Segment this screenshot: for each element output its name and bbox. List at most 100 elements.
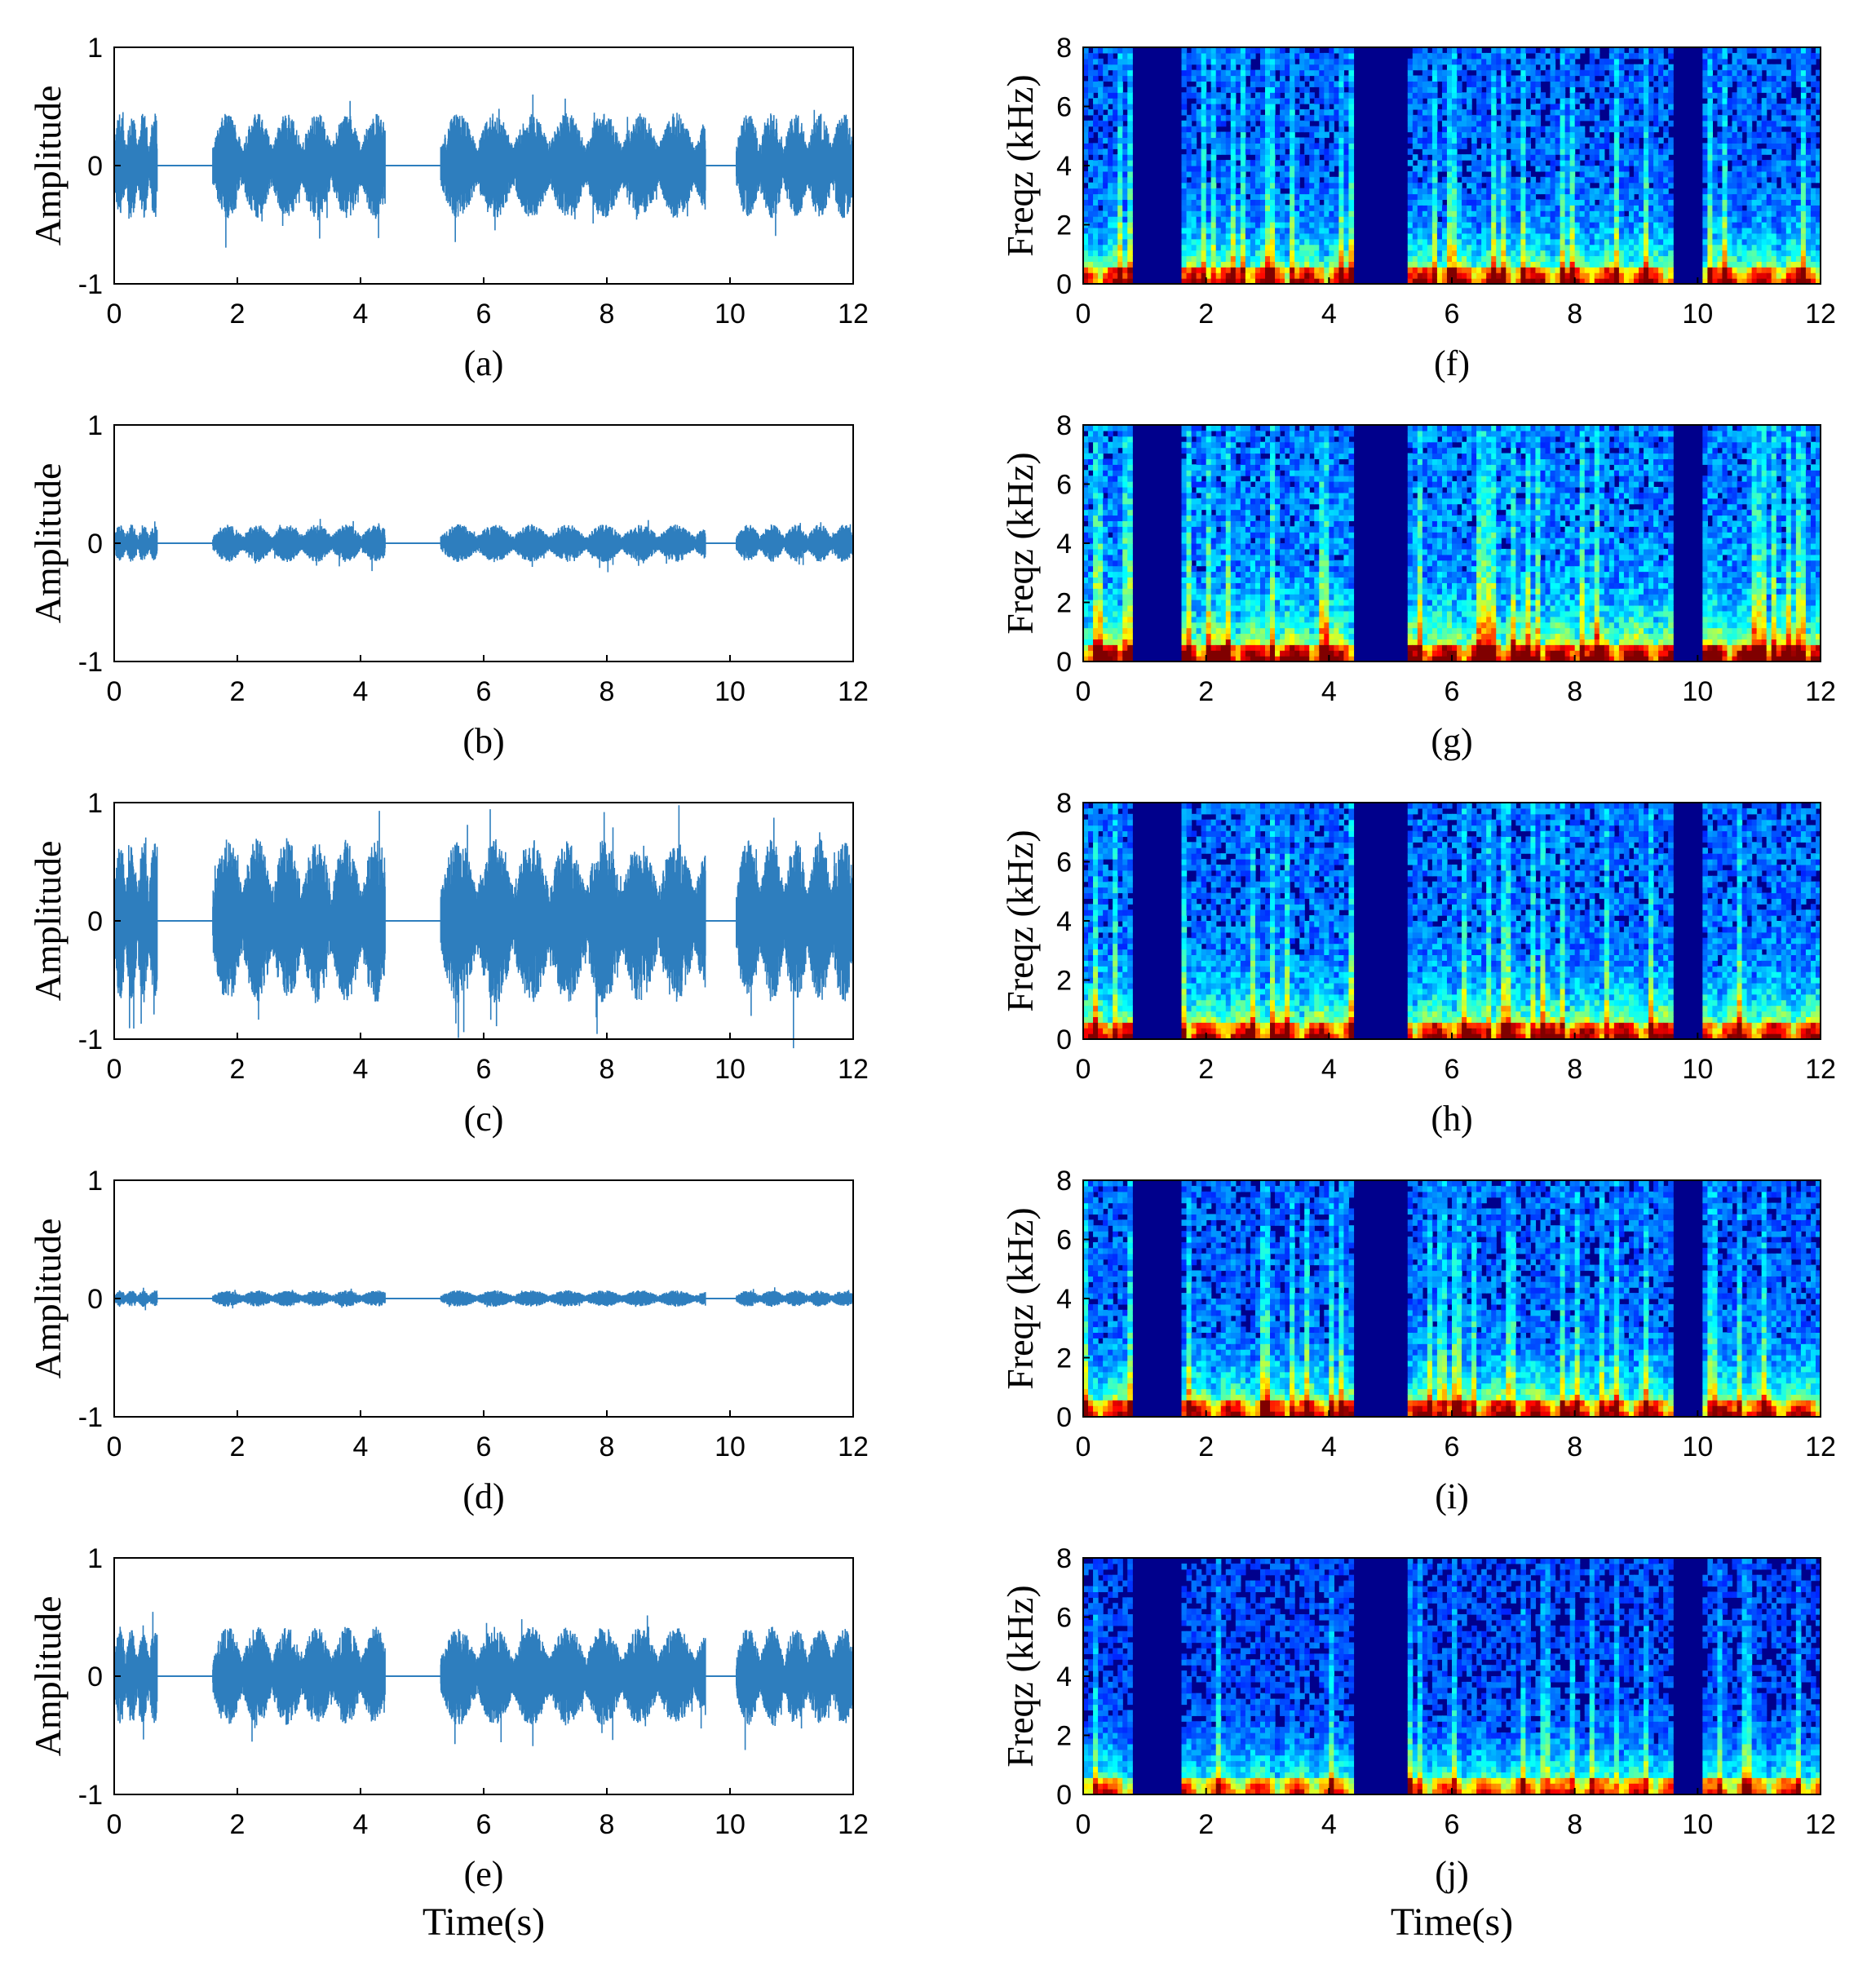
x-tick-label: 6 (476, 299, 492, 330)
x-tick-label: 10 (715, 299, 746, 330)
subplot-label: (h) (1431, 1099, 1472, 1139)
x-tick-label: 6 (1445, 1054, 1460, 1085)
y-tick-label: 4 (1056, 1661, 1072, 1692)
y-tick-label: 0 (1056, 647, 1072, 678)
x-tick-label: 8 (1567, 1431, 1582, 1462)
x-tick-label: 8 (600, 676, 615, 707)
y-tick-label: 1 (87, 33, 103, 64)
x-tick-label: 4 (353, 299, 369, 330)
x-tick-label: 2 (230, 676, 246, 707)
waveform-panel-c (113, 805, 854, 1049)
y-tick-label: -1 (78, 1024, 103, 1055)
y-tick-label: 6 (1056, 470, 1072, 501)
y-tick-label: 2 (1056, 210, 1072, 241)
y-tick-label: 0 (1056, 1024, 1072, 1055)
y-tick-label: 6 (1056, 847, 1072, 878)
x-tick-label: 12 (838, 1431, 869, 1462)
y-tick-label: 8 (1056, 33, 1072, 64)
x-tick-label: 2 (1198, 299, 1214, 330)
x-tick-label: 12 (838, 1809, 869, 1840)
subplot-label: (c) (464, 1099, 504, 1139)
x-tick-label: 0 (107, 1054, 122, 1085)
subplot-label: (f) (1434, 343, 1470, 383)
x-tick-label: 6 (476, 1431, 492, 1462)
x-tick-label: 10 (1682, 299, 1713, 330)
y-tick-label: 1 (87, 788, 103, 819)
amplitude-axis-title: Amplitude (27, 841, 69, 1002)
x-tick-label: 10 (1682, 676, 1713, 707)
y-tick-label: 0 (87, 529, 103, 560)
waveform-series (113, 1612, 854, 1750)
axes-frame (113, 46, 854, 285)
axes-frame (113, 802, 854, 1040)
x-tick-label: 4 (1321, 1054, 1337, 1085)
x-tick-label: 0 (1076, 1809, 1091, 1840)
y-tick-label: 0 (1056, 1780, 1072, 1811)
amplitude-axis-title: Amplitude (27, 86, 69, 246)
x-tick-label: 2 (230, 1054, 246, 1085)
x-tick-label: 4 (353, 676, 369, 707)
x-tick-label: 10 (715, 676, 746, 707)
x-tick-label: 6 (1445, 299, 1460, 330)
subplot-label: (e) (464, 1854, 504, 1894)
x-tick-label: 2 (1198, 1431, 1214, 1462)
x-tick-label: 8 (600, 299, 615, 330)
x-tick-label: 0 (107, 1809, 122, 1840)
x-tick-label: 4 (1321, 299, 1337, 330)
axes-frame (113, 424, 854, 662)
x-tick-label: 12 (1805, 1431, 1836, 1462)
y-tick-label: 0 (87, 1661, 103, 1692)
axes-frame (1082, 1179, 1821, 1418)
x-tick-label: 8 (600, 1809, 615, 1840)
waveform-series (113, 94, 854, 248)
x-axis-title: Time(s) (1391, 1900, 1513, 1944)
waveform-series (113, 1287, 854, 1311)
x-tick-label: 8 (1567, 1054, 1582, 1085)
x-tick-label: 12 (838, 1054, 869, 1085)
x-tick-label: 10 (1682, 1809, 1713, 1840)
x-tick-label: 12 (1805, 299, 1836, 330)
freq-axis-title: Freqz (kHz) (999, 830, 1041, 1012)
axes-frame (113, 1557, 854, 1795)
y-tick-label: 8 (1056, 788, 1072, 819)
x-tick-label: 12 (838, 299, 869, 330)
waveform-series (113, 805, 854, 1049)
waveform-panel-d (113, 1287, 854, 1311)
x-tick-label: 10 (715, 1809, 746, 1840)
amplitude-axis-title: Amplitude (27, 1596, 69, 1757)
x-tick-label: 4 (1321, 1809, 1337, 1840)
x-tick-label: 6 (1445, 1431, 1460, 1462)
subplot-label: (j) (1435, 1854, 1469, 1894)
y-tick-label: 2 (1056, 1721, 1072, 1752)
x-tick-label: 2 (1198, 1054, 1214, 1085)
x-tick-label: 8 (1567, 299, 1582, 330)
x-tick-label: 8 (1567, 676, 1582, 707)
x-tick-label: 10 (715, 1431, 746, 1462)
x-tick-label: 6 (476, 676, 492, 707)
x-tick-label: 8 (1567, 1809, 1582, 1840)
waveform-panel-e (113, 1612, 854, 1750)
y-tick-label: 4 (1056, 906, 1072, 937)
spectrogram-panel-h (1083, 803, 1821, 1040)
y-tick-label: 0 (87, 906, 103, 937)
x-tick-label: 2 (230, 299, 246, 330)
y-tick-label: 0 (87, 151, 103, 182)
y-tick-label: 4 (1056, 1284, 1072, 1315)
y-tick-label: 4 (1056, 151, 1072, 182)
axes-frame (1082, 1557, 1821, 1795)
x-tick-label: 12 (1805, 1809, 1836, 1840)
axes-frame (1082, 424, 1821, 662)
x-tick-label: 10 (1682, 1054, 1713, 1085)
x-tick-label: 0 (107, 299, 122, 330)
x-tick-label: 6 (1445, 676, 1460, 707)
x-tick-label: 10 (1682, 1431, 1713, 1462)
y-tick-label: 1 (87, 1166, 103, 1197)
x-tick-label: 8 (600, 1431, 615, 1462)
subplot-label: (g) (1431, 721, 1472, 761)
x-tick-label: 0 (107, 676, 122, 707)
spectrogram-panel-j (1083, 1558, 1821, 1795)
freq-axis-title: Freqz (kHz) (999, 1207, 1041, 1390)
y-tick-label: 1 (87, 410, 103, 441)
x-tick-label: 0 (1076, 1431, 1091, 1462)
